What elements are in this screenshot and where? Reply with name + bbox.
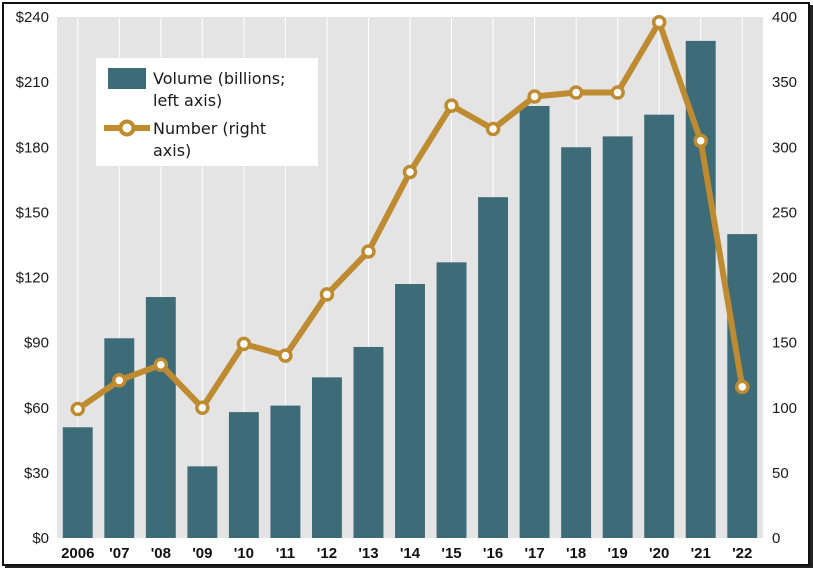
x-axis-ticks: 2006 '07 '08 '09 '10 '11 '12 '13 '14 '15 '16 '17 '18…: [61, 545, 752, 562]
bar: [519, 106, 550, 539]
data-point: [153, 357, 169, 373]
legend: Volume (billions; left axis) Number (rig…: [96, 58, 318, 166]
bar: [104, 338, 135, 538]
bar: [602, 136, 633, 539]
x-tick-label: '21: [691, 545, 711, 562]
x-tick-label: '18: [566, 545, 586, 562]
bar: [311, 377, 342, 538]
right-tick-label: 400: [772, 9, 797, 26]
x-tick-label: '15: [441, 545, 461, 562]
x-tick-label: '12: [317, 545, 337, 562]
right-tick-label: 150: [772, 335, 797, 352]
x-tick-label: '10: [234, 545, 254, 562]
right-tick-label: 300: [772, 139, 797, 156]
data-point: [527, 89, 542, 104]
x-tick-label: '20: [649, 545, 669, 562]
left-tick-label: $240: [16, 9, 49, 26]
legend-number-line-2: axis): [153, 141, 191, 160]
bar: [353, 346, 384, 538]
left-tick-label: $150: [16, 204, 49, 221]
left-tick-label: $210: [16, 74, 49, 91]
legend-volume-line-2: left axis): [153, 91, 222, 110]
data-point: [236, 336, 252, 352]
left-tick-label: $120: [16, 270, 49, 287]
data-point: [361, 244, 376, 259]
right-tick-label: 100: [772, 400, 797, 417]
bar: [187, 466, 218, 538]
bar: [478, 197, 509, 538]
x-tick-label: '09: [192, 545, 212, 562]
x-tick-label: 2006: [61, 545, 94, 562]
bar: [62, 427, 93, 538]
data-point: [319, 287, 335, 302]
data-point: [195, 400, 210, 415]
bar: [561, 147, 592, 538]
data-point: [734, 379, 750, 395]
left-tick-label: $0: [32, 530, 49, 547]
left-tick-label: $180: [16, 139, 49, 156]
bar: [145, 297, 176, 538]
bar: [228, 412, 259, 538]
left-axis-ticks: $0 $30 $60 $90 $120 $150 $180 $210 $240: [16, 9, 49, 547]
right-tick-label: 50: [772, 465, 789, 482]
x-tick-label: '16: [483, 545, 503, 562]
data-point: [485, 121, 501, 137]
data-point: [568, 85, 584, 100]
x-tick-label: '17: [524, 545, 544, 562]
data-point: [278, 348, 293, 363]
data-point: [402, 164, 418, 180]
right-axis-ticks: 0 50 100 150 200 250 300 350 400: [772, 9, 797, 547]
bar: [395, 284, 425, 538]
bar: [644, 114, 675, 538]
x-tick-label: '07: [109, 545, 129, 562]
right-tick-label: 0: [772, 530, 780, 547]
x-tick-label: '14: [400, 545, 421, 562]
x-tick-label: '08: [151, 545, 171, 562]
x-tick-label: '13: [358, 545, 378, 562]
x-tick-label: '11: [276, 545, 295, 562]
left-tick-label: $30: [24, 465, 49, 482]
x-tick-label: '22: [732, 545, 752, 562]
legend-volume-line-1: Volume (billions;: [153, 69, 285, 88]
number-line: [70, 14, 750, 417]
bar: [436, 262, 467, 538]
data-point: [70, 401, 86, 417]
legend-bar-swatch: [108, 68, 146, 89]
data-point: [693, 133, 708, 148]
right-tick-label: 200: [772, 270, 797, 287]
right-tick-label: 250: [772, 204, 797, 221]
data-point: [610, 85, 625, 100]
legend-number-line-1: Number (right: [153, 119, 266, 138]
bar: [270, 405, 301, 538]
right-tick-label: 350: [772, 74, 797, 91]
x-tick-label: '19: [608, 545, 628, 562]
left-tick-label: $60: [24, 400, 49, 417]
legend-line-marker: [118, 119, 136, 137]
bar: [685, 40, 716, 539]
data-point: [112, 373, 127, 388]
volume-bars: [62, 40, 758, 539]
data-point: [444, 98, 459, 113]
data-point: [651, 14, 667, 30]
left-tick-label: $90: [24, 335, 49, 352]
